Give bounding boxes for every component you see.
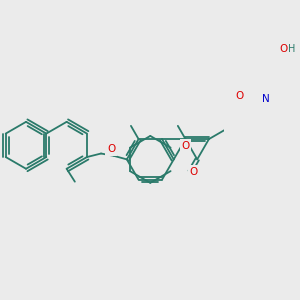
Text: H: H [288,44,296,54]
Text: O: O [235,91,243,100]
Text: O: O [279,44,287,54]
Text: O: O [107,144,115,154]
Text: N: N [262,94,270,104]
Text: O: O [190,167,198,177]
Text: O: O [181,141,190,151]
